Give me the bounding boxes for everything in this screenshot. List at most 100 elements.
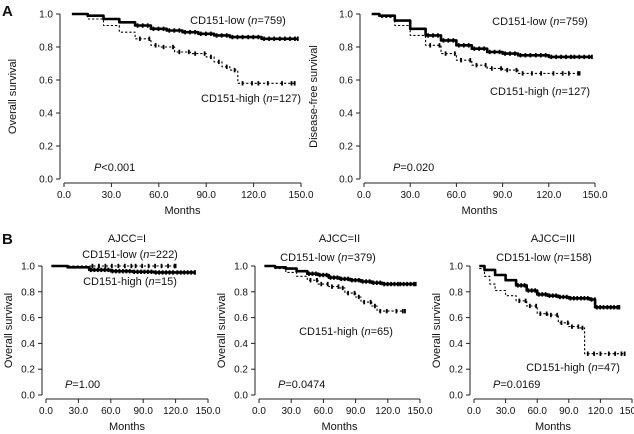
- censor-mark: [347, 276, 349, 282]
- censor-mark: [530, 288, 533, 293]
- p-value-label: P=1.00: [65, 379, 100, 391]
- censor-mark: [432, 33, 434, 38]
- y-tick-label: 0.4: [21, 339, 35, 350]
- censor-mark: [125, 268, 128, 274]
- cd151-low-label: CD151-low (n=759): [190, 15, 286, 27]
- censor-mark: [174, 263, 177, 269]
- censor-mark: [187, 49, 190, 55]
- censor-mark: [484, 62, 487, 68]
- censor-mark: [467, 43, 470, 48]
- censor-mark: [161, 270, 164, 275]
- censor-mark: [524, 53, 527, 58]
- censor-mark: [172, 270, 174, 275]
- censor-mark: [583, 296, 586, 301]
- censor-mark: [566, 320, 569, 325]
- cd151-high-censor-marks: [309, 277, 406, 314]
- y-tick-label: 0.6: [21, 313, 35, 324]
- censor-mark: [528, 303, 531, 309]
- censor-mark: [329, 275, 332, 280]
- censor-mark: [290, 81, 293, 86]
- censor-mark: [565, 54, 567, 60]
- censor-mark: [236, 34, 239, 40]
- censor-mark: [241, 34, 244, 40]
- x-tick-label: 90.0: [346, 406, 366, 417]
- censor-mark: [599, 351, 602, 356]
- censor-mark: [453, 51, 456, 56]
- censor-mark: [172, 44, 174, 50]
- censor-mark: [401, 308, 404, 314]
- censor-mark: [91, 263, 94, 269]
- censor-mark: [220, 33, 223, 38]
- censor-mark: [591, 54, 593, 60]
- censor-mark: [147, 263, 150, 269]
- censor-mark: [351, 277, 353, 283]
- censor-mark: [199, 31, 202, 36]
- censor-mark: [322, 272, 325, 278]
- censor-mark: [316, 277, 318, 283]
- x-tick-label: 60.0: [447, 190, 467, 201]
- y-axis-title: Overall survival: [216, 293, 228, 368]
- censor-mark: [469, 58, 472, 63]
- censor-mark: [173, 263, 176, 269]
- x-tick-label: 60.0: [527, 406, 547, 417]
- censor-mark: [143, 269, 146, 275]
- censor-mark: [539, 53, 542, 58]
- censor-mark: [595, 305, 598, 310]
- censor-mark: [618, 305, 621, 310]
- censor-mark: [514, 51, 516, 56]
- censor-mark: [539, 311, 542, 316]
- censor-mark: [490, 66, 493, 71]
- censor-mark: [544, 292, 547, 297]
- censor-mark: [289, 36, 291, 41]
- censor-mark: [375, 280, 378, 285]
- censor-mark: [530, 71, 533, 76]
- y-axis-title: Overall survival: [3, 293, 15, 368]
- cd151-high-label: CD151-high (n=47): [526, 362, 620, 374]
- p-value-label: P=0.0169: [493, 379, 540, 391]
- censor-mark: [308, 271, 310, 276]
- x-tick-label: 150.0: [195, 406, 220, 417]
- censor-mark: [337, 284, 340, 289]
- p-value-label: P=0.0474: [278, 379, 325, 391]
- y-tick-label: 0.0: [339, 175, 353, 186]
- x-tick-label: 150.0: [288, 190, 313, 201]
- censor-mark: [194, 29, 197, 35]
- cd151-low-censor-marks: [90, 267, 196, 275]
- censor-mark: [134, 263, 137, 269]
- cd151-high-censor-marks: [91, 263, 177, 269]
- x-tick-label: 90.0: [196, 190, 216, 201]
- censor-mark: [452, 38, 455, 43]
- censor-mark: [567, 71, 570, 76]
- cd151-low-label: CD151-low (n=759): [492, 16, 588, 28]
- censor-mark: [363, 299, 366, 305]
- censor-mark: [203, 51, 206, 56]
- censor-mark: [561, 71, 564, 76]
- censor-mark: [444, 51, 447, 56]
- censor-mark: [577, 71, 579, 76]
- y-tick-label: 0.6: [39, 76, 53, 87]
- censor-mark: [396, 281, 399, 287]
- censor-mark: [251, 81, 253, 86]
- y-tick-label: 0.2: [339, 142, 353, 153]
- censor-mark: [571, 324, 573, 329]
- censor-mark: [186, 270, 189, 275]
- censor-mark: [168, 270, 171, 275]
- panel-label-a: A: [2, 3, 13, 20]
- censor-mark: [148, 36, 151, 41]
- km-chart-a1: 0.0 30.0 60.0 90.0 120.0 150.0 0.0 0.2 0.4 0.6 0.8…: [7, 10, 314, 218]
- censor-mark: [147, 269, 149, 275]
- censor-mark: [184, 29, 186, 35]
- cd151-low-censor-marks: [427, 33, 593, 60]
- censor-mark: [111, 268, 114, 274]
- censor-mark: [572, 296, 575, 301]
- x-tick-label: 120.0: [241, 190, 266, 201]
- x-tick-label: 60.0: [101, 406, 121, 417]
- censor-mark: [154, 43, 157, 48]
- x-tick-label: 90.0: [559, 406, 579, 417]
- km-chart-b2: 0.0 30.0 60.0 90.0 120.0 150.0 0.0 0.2 0.4 0.6 0.8…: [216, 233, 433, 433]
- cd151-high-label: CD151-high (n=127): [201, 93, 301, 105]
- censor-mark: [560, 54, 563, 60]
- censor-mark: [524, 298, 527, 304]
- censor-mark: [593, 351, 595, 356]
- censor-mark: [118, 268, 121, 274]
